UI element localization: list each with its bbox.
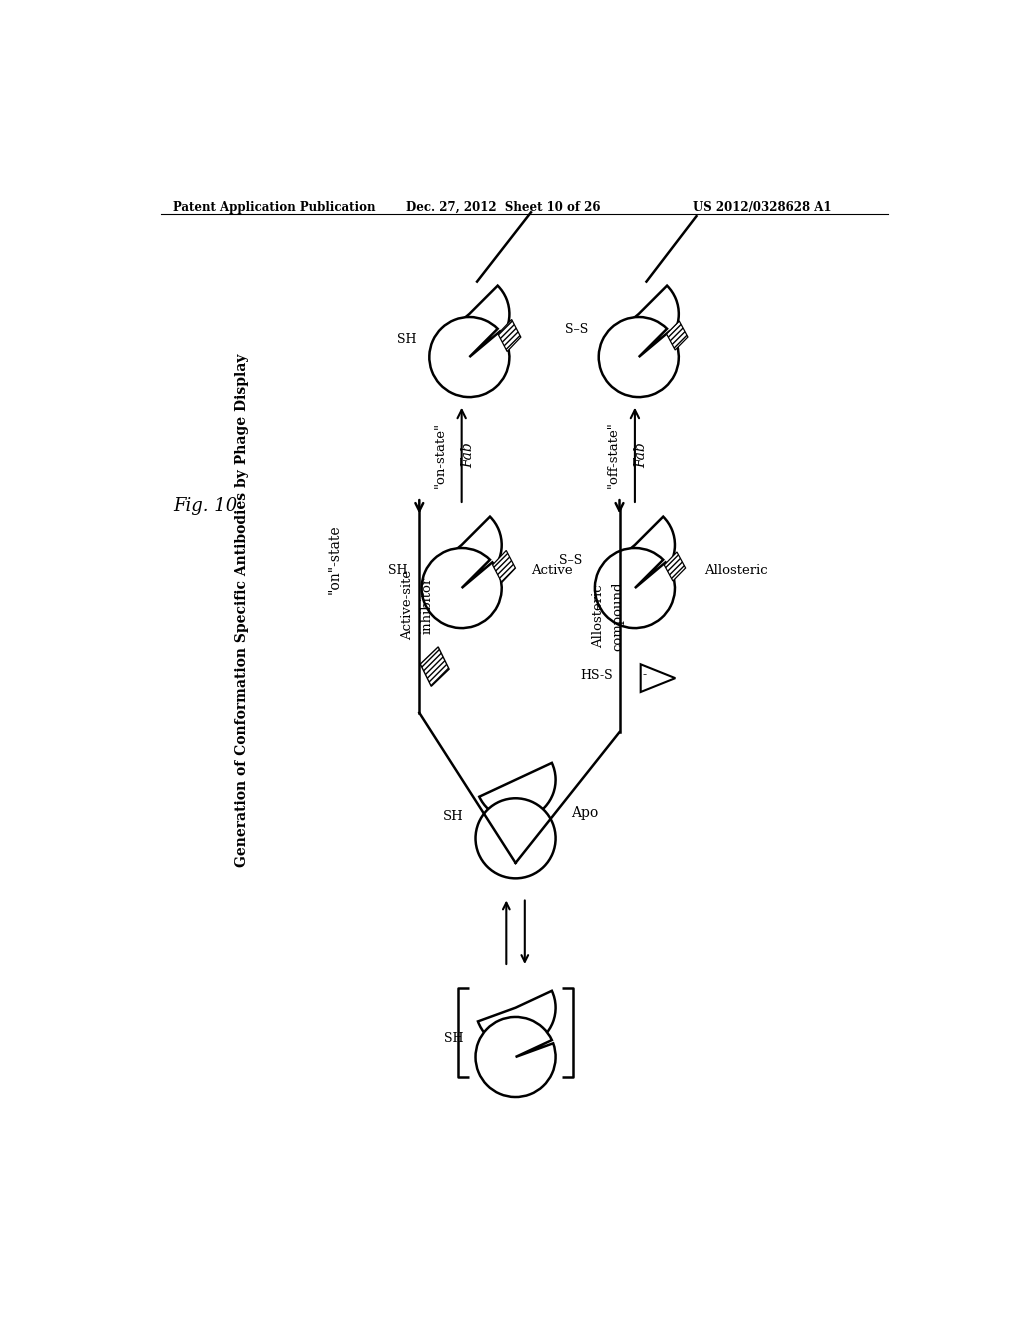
- Text: Apo: Apo: [571, 807, 598, 820]
- Text: SH: SH: [442, 810, 463, 824]
- Polygon shape: [667, 321, 688, 350]
- Wedge shape: [438, 285, 509, 354]
- Text: S–S: S–S: [559, 554, 583, 566]
- Text: Allosteric: Allosteric: [705, 564, 768, 577]
- Wedge shape: [475, 799, 556, 878]
- Text: inhibitor: inhibitor: [421, 577, 433, 634]
- Text: "on-state": "on-state": [433, 422, 446, 488]
- Text: HS-S: HS-S: [581, 668, 613, 681]
- Text: SH: SH: [397, 333, 417, 346]
- Polygon shape: [420, 647, 450, 686]
- Text: Allosteric: Allosteric: [592, 585, 605, 648]
- Text: Dec. 27, 2012  Sheet 10 of 26: Dec. 27, 2012 Sheet 10 of 26: [407, 201, 601, 214]
- Text: Active-site: Active-site: [401, 570, 415, 640]
- Text: Generation of Conformation Specific Antibodies by Phage Display: Generation of Conformation Specific Anti…: [236, 354, 249, 867]
- Wedge shape: [599, 317, 679, 397]
- Text: Fig. 10: Fig. 10: [173, 498, 238, 515]
- Text: Active: Active: [531, 564, 572, 577]
- Text: Patent Application Publication: Patent Application Publication: [173, 201, 376, 214]
- Polygon shape: [493, 550, 515, 582]
- Polygon shape: [498, 319, 521, 351]
- Wedge shape: [479, 763, 556, 820]
- Text: "on"-state: "on"-state: [328, 524, 342, 594]
- Text: Fab: Fab: [634, 442, 648, 467]
- Polygon shape: [641, 664, 676, 692]
- Wedge shape: [431, 516, 502, 585]
- Text: "off-state": "off-state": [607, 421, 620, 488]
- Wedge shape: [422, 548, 502, 628]
- Wedge shape: [478, 991, 556, 1048]
- Text: US 2012/0328628 A1: US 2012/0328628 A1: [692, 201, 831, 214]
- Text: compound: compound: [611, 582, 625, 651]
- Wedge shape: [595, 548, 675, 628]
- Text: Fab: Fab: [461, 442, 475, 467]
- Text: SH: SH: [388, 564, 408, 577]
- Text: S–S: S–S: [565, 323, 589, 335]
- Text: -: -: [642, 668, 646, 681]
- Wedge shape: [429, 317, 509, 397]
- Wedge shape: [608, 285, 679, 354]
- Wedge shape: [475, 1016, 556, 1097]
- Wedge shape: [604, 516, 675, 585]
- Text: SH: SH: [443, 1032, 463, 1045]
- Polygon shape: [665, 552, 686, 581]
